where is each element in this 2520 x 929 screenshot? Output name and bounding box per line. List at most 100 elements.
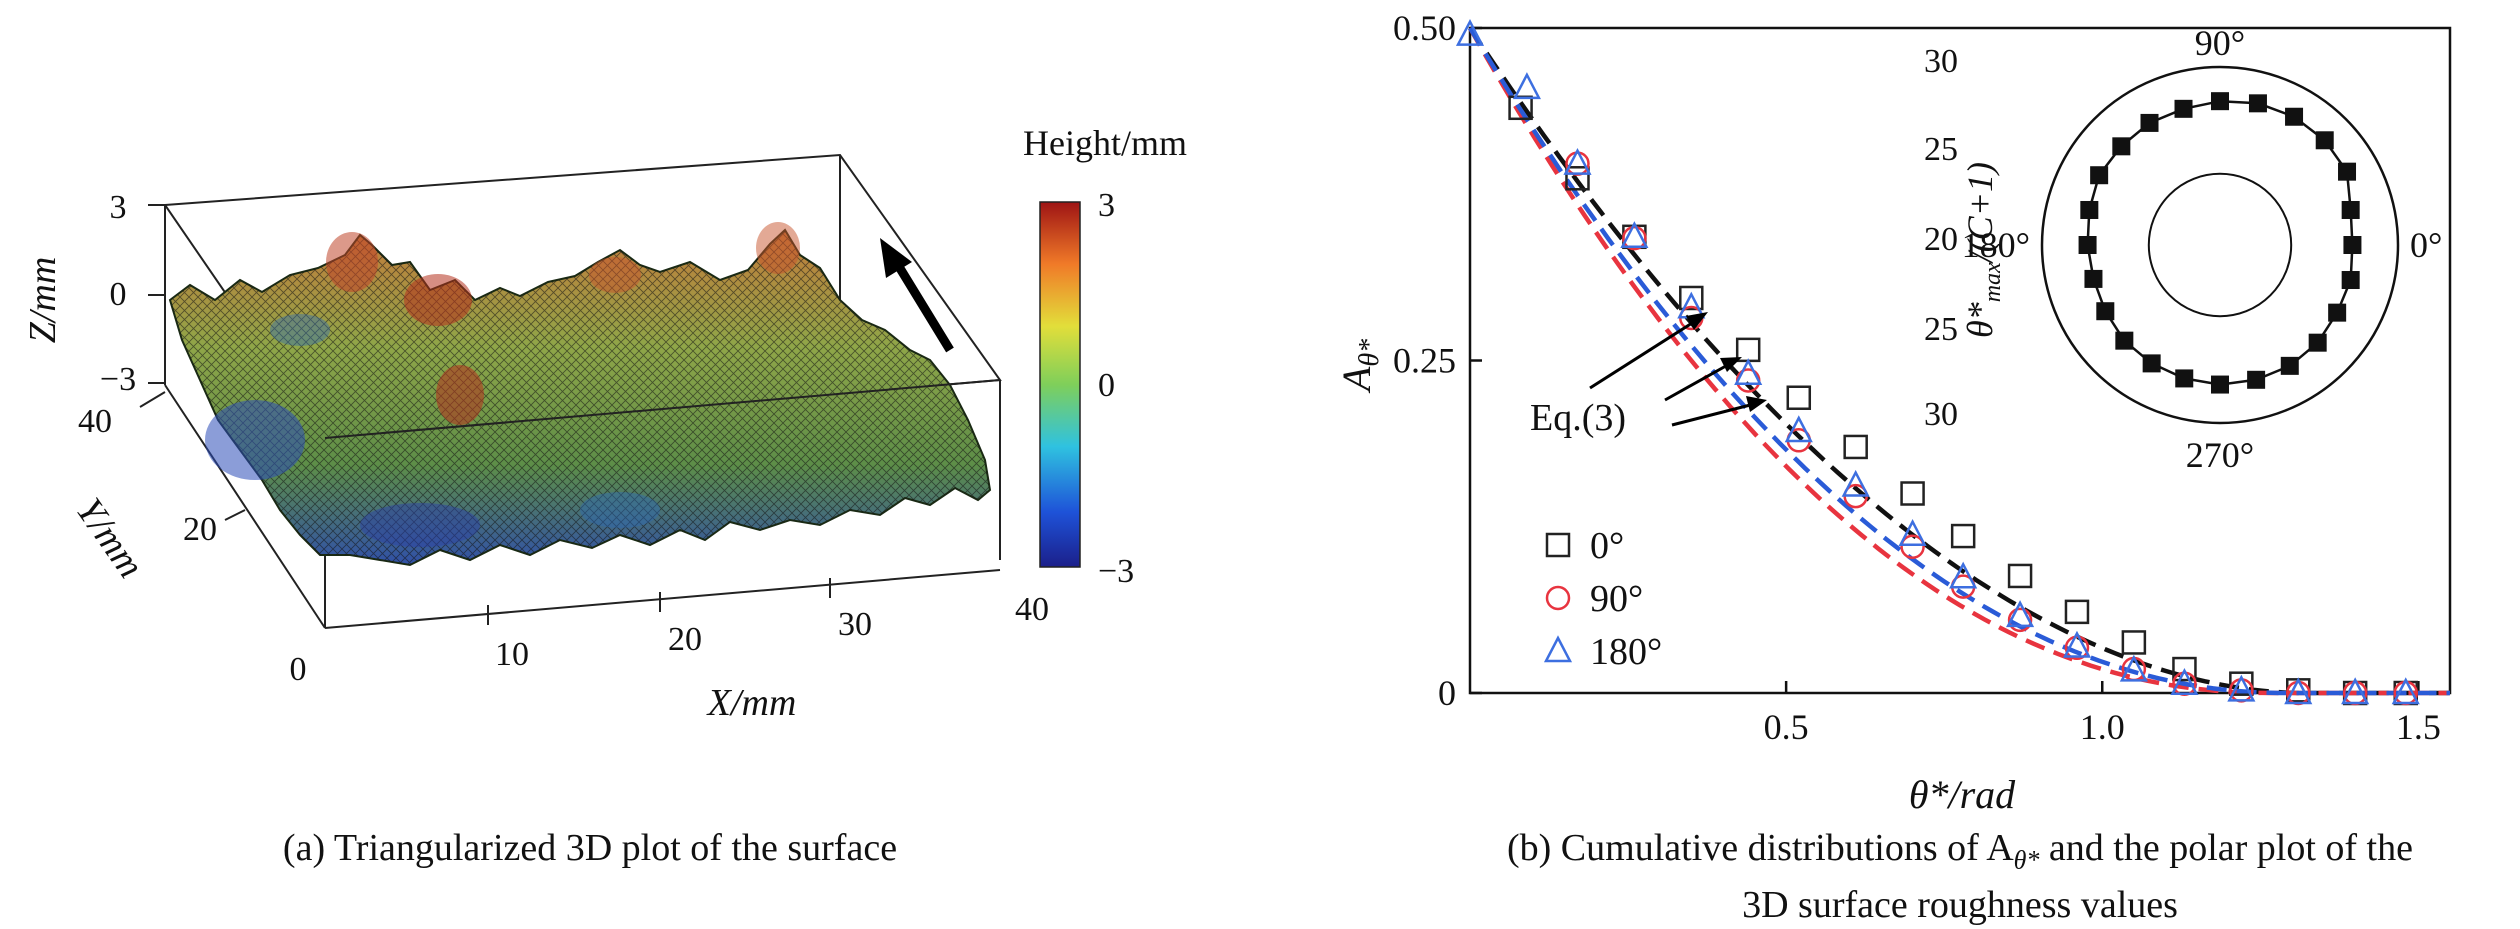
polar-data-point bbox=[2343, 236, 2362, 254]
y-tick-label: 0.50 bbox=[1393, 8, 1456, 48]
polar-label-sub: max bbox=[1980, 262, 2006, 302]
data-point-square bbox=[1545, 532, 1571, 558]
polar-radial-tick: 30 bbox=[1924, 43, 1958, 80]
colorbar-tick: 0 bbox=[1098, 367, 1115, 404]
polar-angle-label: 180° bbox=[1962, 225, 2030, 265]
polar-data-point bbox=[2247, 370, 2266, 389]
eq3-annotation: Eq.(3) bbox=[1530, 312, 1767, 439]
polar-data-point bbox=[2211, 92, 2229, 111]
surface-peak-1 bbox=[326, 232, 378, 292]
polar-axis-label: θ*max/(C+1) bbox=[1960, 162, 2006, 338]
chart-x-axis-label: θ*/rad bbox=[1909, 772, 2016, 817]
panel-b-cumulative-chart: 0.5 1.0 1.500.250.50 Aθ* θ*/rad Eq.(3) 0°9… bbox=[1334, 8, 2452, 817]
polar-radial-tick: 25 bbox=[1924, 131, 1958, 168]
x-tick: 20 bbox=[668, 621, 702, 658]
data-point-circle bbox=[1545, 585, 1571, 611]
surface-peak-4 bbox=[756, 222, 800, 274]
polar-data-point bbox=[2115, 331, 2134, 350]
x-axis-label: X/mm bbox=[706, 682, 797, 724]
data-point-triangle bbox=[2006, 600, 2035, 628]
polar-data-point bbox=[2174, 99, 2193, 118]
colorbar-title: Height/mm bbox=[1023, 123, 1187, 163]
data-point-square bbox=[1679, 285, 1704, 311]
z-tick: −3 bbox=[100, 361, 136, 398]
surface-mesh bbox=[168, 222, 992, 567]
polar-data-point bbox=[2280, 356, 2299, 375]
z-axis-label: Z/mm bbox=[22, 257, 64, 344]
data-point-triangle bbox=[1898, 519, 1927, 546]
x-tick: 0 bbox=[290, 651, 307, 688]
x-tick: 30 bbox=[838, 606, 872, 643]
x-tick: 10 bbox=[495, 636, 529, 673]
data-point-square bbox=[1843, 434, 1868, 460]
y-axis-label: Y/mm bbox=[68, 491, 152, 586]
data-point-triangle bbox=[1949, 561, 1978, 589]
polar-radial-tick: 25 bbox=[1924, 311, 1958, 348]
caption-b: (b) Cumulative distributions of Aθ* and … bbox=[1410, 826, 2510, 927]
chart-y-axis-label: Aθ* bbox=[1334, 339, 1385, 394]
data-point-triangle bbox=[1455, 18, 1485, 46]
data-point-square bbox=[2172, 656, 2197, 682]
legend: 0° 90° 180° bbox=[1543, 525, 1662, 673]
eq3-fit-curve bbox=[1468, 26, 2450, 696]
polar-data-point bbox=[2090, 166, 2109, 185]
x-tick-label: 0.5 bbox=[1764, 707, 1809, 747]
polar-radial-tick: 20 bbox=[1924, 221, 1958, 258]
direction-arrow-icon bbox=[880, 238, 954, 353]
polar-data-point bbox=[2308, 333, 2327, 352]
polar-data-point bbox=[2211, 375, 2229, 394]
surface-peak-5 bbox=[589, 257, 641, 293]
data-point-circle bbox=[1900, 534, 1925, 559]
data-point-triangle bbox=[1543, 635, 1573, 663]
plot-area: 0.5 1.0 1.5 0 0.25 0.50 bbox=[1393, 8, 2452, 747]
data-point-triangle bbox=[1734, 358, 1763, 386]
y-label-main: A bbox=[1334, 366, 1379, 394]
surface-peak-3 bbox=[436, 365, 484, 425]
data-point-circle bbox=[2064, 635, 2090, 661]
y-label-sub: θ* bbox=[1354, 339, 1385, 367]
data-point-triangle bbox=[2062, 630, 2092, 658]
z-tick: 0 bbox=[110, 276, 127, 313]
z-tick: 3 bbox=[110, 189, 127, 226]
polar-angle-label: 0° bbox=[2410, 225, 2442, 265]
z-axis: 3 0 −3 Z/mm bbox=[22, 189, 165, 398]
data-point-square bbox=[2064, 599, 2090, 625]
y-tick: 40 bbox=[78, 403, 112, 440]
data-point-triangle bbox=[2341, 677, 2370, 705]
polar-data-point bbox=[2285, 107, 2304, 126]
polar-data-point bbox=[2341, 271, 2360, 290]
caption-a: (a) Triangularized 3D plot of the surfac… bbox=[282, 827, 898, 869]
polar-inner-circle bbox=[2147, 172, 2293, 318]
polar-label-main: θ* bbox=[1960, 302, 2000, 338]
data-point-triangle bbox=[2284, 677, 2313, 705]
series-triangle bbox=[1455, 18, 2420, 705]
x-tick: 40 bbox=[1015, 591, 1049, 628]
surface-valley-2 bbox=[360, 503, 480, 547]
polar-data-point bbox=[2328, 303, 2347, 322]
polar-label-tail: /(C+1) bbox=[1960, 162, 2000, 264]
data-point-square bbox=[1950, 523, 1976, 549]
polar-angle-label: 90° bbox=[2195, 23, 2245, 63]
polar-data-point bbox=[2142, 354, 2161, 373]
data-point-square bbox=[2229, 671, 2254, 696]
data-point-triangle bbox=[2119, 654, 2148, 682]
data-point-triangle bbox=[2391, 677, 2420, 705]
polar-data-point bbox=[2084, 269, 2103, 288]
polar-outer-circle bbox=[2040, 65, 2400, 425]
legend-label: 0° bbox=[1590, 525, 1624, 567]
caption-b-line2: 3D surface roughness values bbox=[1742, 883, 2178, 926]
polar-data-point bbox=[2175, 369, 2194, 388]
data-point-square bbox=[1565, 166, 1590, 191]
y-tick: 20 bbox=[183, 511, 217, 548]
polar-data-point bbox=[2080, 200, 2099, 219]
colorbar-gradient bbox=[1039, 201, 1081, 568]
surface-valley-3 bbox=[580, 492, 660, 528]
data-point-triangle bbox=[2170, 667, 2199, 695]
data-point-circle bbox=[2007, 607, 2033, 633]
polar-data-point bbox=[2096, 302, 2115, 321]
colorbar: Height/mm 3 0 −3 bbox=[1023, 123, 1187, 590]
data-point-triangle bbox=[2227, 674, 2256, 702]
colorbar-tick: −3 bbox=[1098, 553, 1134, 590]
polar-data-point bbox=[2112, 137, 2131, 156]
